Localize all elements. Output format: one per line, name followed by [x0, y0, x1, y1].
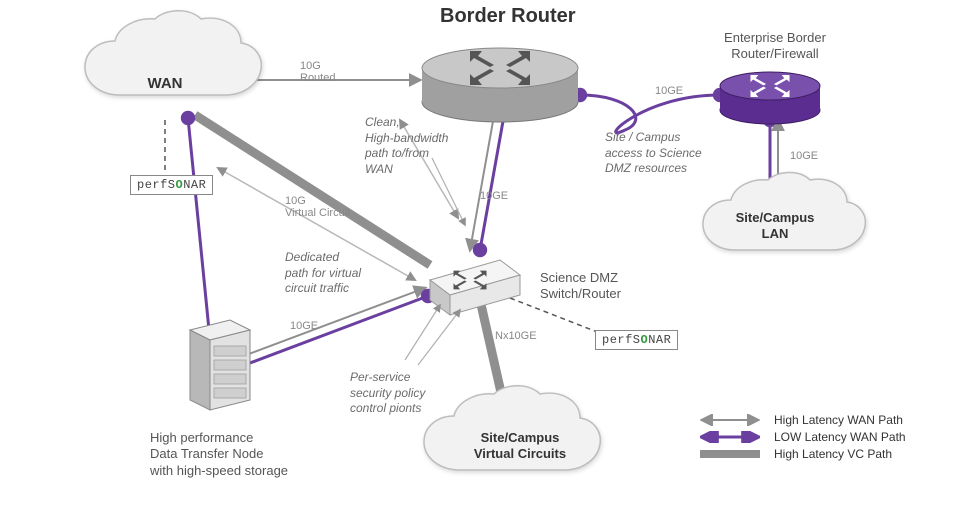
lbl-nx: Nx10GE — [495, 330, 537, 342]
vc-cloud-label: Site/CampusVirtual Circuits — [445, 430, 595, 463]
page-title: Border Router — [440, 5, 576, 28]
dmz-label: Science DMZSwitch/Router — [540, 270, 650, 303]
edge-border-enterprise-purple — [580, 95, 720, 133]
edge-border-dmz-purple — [480, 110, 505, 250]
dtn-server-icon — [190, 320, 250, 410]
dmz-switch-icon — [430, 260, 520, 315]
lbl-vc: 10GVirtual Circuit — [285, 195, 350, 219]
lbl-10ge-d: 10GE — [290, 320, 318, 332]
perfsonar-box-1: perfSONAR — [130, 175, 213, 195]
legend-label: High Latency WAN Path — [774, 413, 903, 427]
dtn-label: High performanceData Transfer Nodewith h… — [150, 430, 330, 479]
annot-clean: Clean,High-bandwidthpath to/fromWAN — [365, 115, 475, 177]
enterprise-router-icon — [720, 72, 820, 124]
annot-perservice: Per-servicesecurity policycontrol pionts — [350, 370, 460, 417]
wan-cloud-label: WAN — [148, 75, 183, 92]
legend-label: LOW Latency WAN Path — [774, 430, 906, 444]
legend-row-hlvc: High Latency VC Path — [700, 447, 906, 461]
enterprise-label: Enterprise BorderRouter/Firewall — [710, 30, 840, 63]
annot-dedicated: Dedicatedpath for virtualcircuit traffic — [285, 250, 395, 297]
legend: High Latency WAN Path LOW Latency WAN Pa… — [700, 410, 906, 464]
lbl-10ge-a: 10GE — [480, 190, 508, 202]
lbl-routed: 10GRouted — [300, 60, 335, 84]
legend-row-llwan: LOW Latency WAN Path — [700, 430, 906, 444]
perfsonar-box-2: perfSONAR — [595, 330, 678, 350]
wan-cloud-icon: WAN — [85, 11, 261, 95]
legend-label: High Latency VC Path — [774, 447, 892, 461]
annot-siteaccess: Site / Campusaccess to ScienceDMZ resour… — [605, 130, 725, 177]
border-router-icon — [422, 48, 578, 122]
lan-cloud-label: Site/CampusLAN — [720, 210, 830, 243]
lbl-10ge-b: 10GE — [655, 85, 683, 97]
edge-dmz-dtn-gray — [238, 288, 425, 358]
legend-row-hlwan: High Latency WAN Path — [700, 413, 906, 427]
edge-wan-dtn-purple — [188, 118, 210, 340]
lbl-10ge-c: 10GE — [790, 150, 818, 162]
edge-dmz-dtn-purple — [242, 296, 428, 366]
